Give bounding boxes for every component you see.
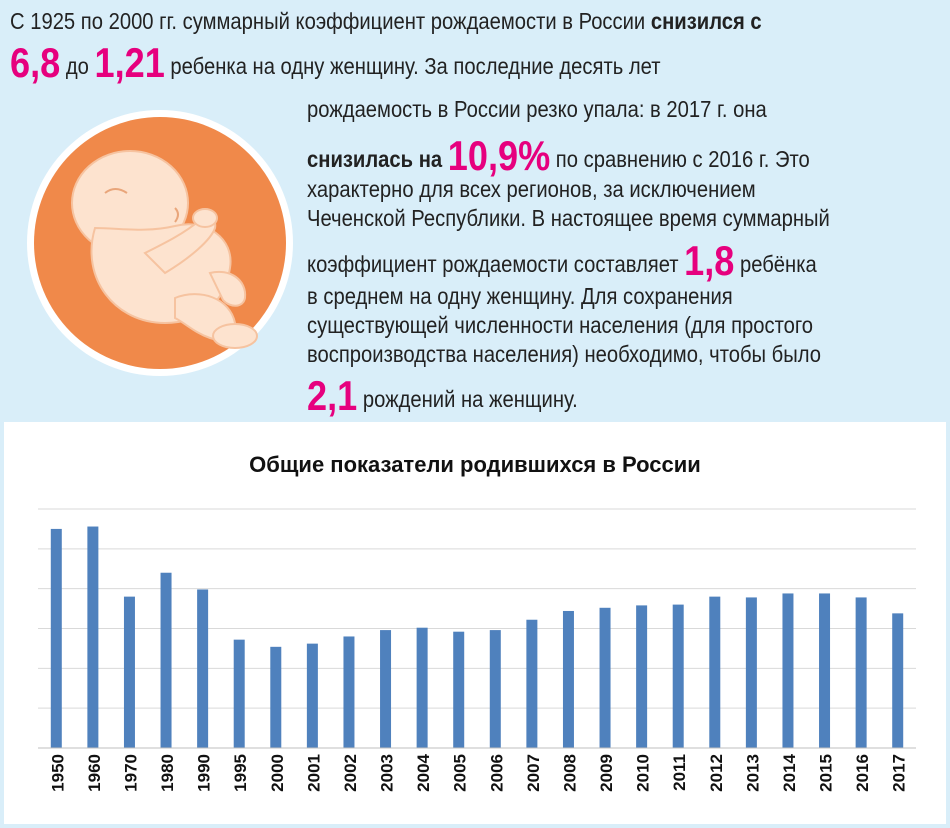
bar-2011 <box>672 604 684 748</box>
x-tick-label: 2009 <box>597 754 616 792</box>
intro-text: коэффициент рождаемости составляет <box>307 251 685 277</box>
x-tick-label: 1950 <box>48 754 67 792</box>
intro-bold: снизился с <box>650 8 762 34</box>
x-tick-label: 2004 <box>414 753 433 791</box>
x-tick-label: 2002 <box>341 754 360 792</box>
bar-2004 <box>416 627 428 748</box>
bar-chart: 1950 1960 1970 1980 1990 1995 2000 2001 2002 2003… <box>38 508 916 792</box>
intro-line-3: рождаемость в России резко упала: в 2017… <box>307 96 767 122</box>
intro-text: С 1925 по 2000 гг. суммарный коэффициент… <box>10 8 651 34</box>
bar-1970 <box>123 596 135 748</box>
bar-2010 <box>636 605 648 748</box>
x-tick-label: 2000 <box>268 754 287 792</box>
intro-text: по сравнению с 2016 г. Это <box>550 146 810 172</box>
intro-line-11: 2,1 рождений на женщину. <box>307 375 578 417</box>
bar-1995 <box>233 639 245 748</box>
chart-panel: Общие показатели родившихся в России 195… <box>4 422 946 824</box>
bar-2016 <box>855 597 867 748</box>
intro-line-5: характерно для всех регионов, за исключе… <box>307 176 756 202</box>
fetus-icon <box>25 108 295 378</box>
intro-panel: С 1925 по 2000 гг. суммарный коэффициент… <box>10 8 830 417</box>
bar-2003 <box>380 630 392 748</box>
intro-line-7: коэффициент рождаемости составляет 1,8 р… <box>307 240 817 282</box>
x-tick-label: 1960 <box>85 754 104 792</box>
intro-text: ребенка на одну женщину. За последние де… <box>164 53 661 79</box>
bar-1980 <box>160 572 172 748</box>
highlight-number: 6,8 <box>10 39 61 86</box>
chart-title: Общие показатели родившихся в России <box>249 452 701 477</box>
x-tick-label: 2015 <box>817 754 836 792</box>
intro-line-2: 6,8 до 1,21 ребенка на одну женщину. За … <box>10 42 660 84</box>
x-tick-label: 1980 <box>158 754 177 792</box>
highlight-number: 10,9% <box>447 132 551 179</box>
bar-2001 <box>306 643 318 748</box>
x-tick-label: 1990 <box>195 754 214 792</box>
x-tick-label: 2008 <box>560 754 579 792</box>
intro-line-6: Чеченской Республики. В настоящее время … <box>307 205 830 231</box>
bar-2002 <box>343 636 355 748</box>
bar-2009 <box>599 607 611 748</box>
x-tick-label: 2016 <box>853 754 872 792</box>
watermark <box>933 806 936 818</box>
bar-2005 <box>453 631 465 748</box>
intro-text: рождений на женщину. <box>357 386 578 412</box>
highlight-number: 2,1 <box>307 372 358 419</box>
bar-2012 <box>709 596 721 748</box>
x-tick-label: 2013 <box>743 754 762 792</box>
x-tick-label: 2014 <box>780 753 799 791</box>
intro-text: до <box>60 53 95 79</box>
intro-bold: снизилась на <box>307 146 448 172</box>
bar-2015 <box>819 593 831 748</box>
bar-2000 <box>270 646 282 748</box>
bar-2017 <box>892 613 904 748</box>
bar-1990 <box>197 589 209 748</box>
highlight-number: 1,21 <box>94 39 165 86</box>
bar-2008 <box>562 610 574 748</box>
intro-line-1: С 1925 по 2000 гг. суммарный коэффициент… <box>10 8 762 34</box>
intro-line-10: воспроизводства населения) необходимо, ч… <box>307 341 822 367</box>
bar-2006 <box>489 630 501 748</box>
x-tick-label: 1970 <box>121 754 140 792</box>
x-tick-label: 2010 <box>634 754 653 792</box>
intro-line-8: в среднем на одну женщину. Для сохранени… <box>307 283 733 309</box>
bar-2007 <box>526 619 538 748</box>
intro-line-9: существующей численности населения (для … <box>307 312 814 338</box>
x-tick-label: 2007 <box>524 754 543 792</box>
bar-1960 <box>87 526 99 748</box>
highlight-number: 1,8 <box>684 237 735 284</box>
x-tick-label: 2012 <box>707 754 726 792</box>
x-tick-label: 2017 <box>890 754 909 792</box>
intro-text: ребёнка <box>734 251 817 277</box>
x-tick-label: 2011 <box>670 754 689 791</box>
x-tick-label: 2005 <box>451 754 470 792</box>
bar-1950 <box>50 528 62 748</box>
bar-2014 <box>782 593 794 748</box>
x-tick-label: 2006 <box>487 754 506 792</box>
x-tick-label: 2001 <box>304 754 323 792</box>
bar-2013 <box>745 597 757 748</box>
x-tick-label: 2003 <box>378 754 397 792</box>
intro-line-4: снизилась на 10,9% по сравнению с 2016 г… <box>307 135 810 177</box>
x-tick-label: 1995 <box>231 754 250 792</box>
